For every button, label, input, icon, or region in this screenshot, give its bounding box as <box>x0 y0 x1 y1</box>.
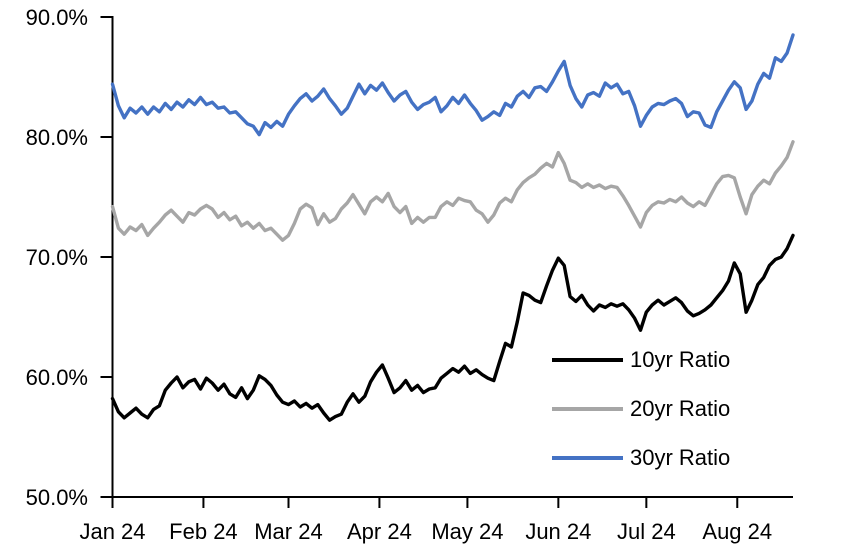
x-tick-label: Apr 24 <box>347 519 412 544</box>
y-tick-label: 90.0% <box>26 5 88 30</box>
x-tick-label: May 24 <box>431 519 503 544</box>
y-tick-label: 80.0% <box>26 125 88 150</box>
series-line-10yr-ratio <box>110 233 795 422</box>
x-tick-label: Jul 24 <box>617 519 676 544</box>
x-tick-label: Jan 24 <box>79 519 145 544</box>
x-tick-label: Mar 24 <box>254 519 322 544</box>
series-line-30yr-ratio <box>110 33 795 137</box>
x-tick-label: Jun 24 <box>525 519 591 544</box>
y-tick-label: 70.0% <box>26 245 88 270</box>
series-line-20yr-ratio <box>110 140 795 242</box>
y-tick-label: 60.0% <box>26 365 88 390</box>
y-tick-label: 50.0% <box>26 485 88 510</box>
x-tick-label: Aug 24 <box>702 519 772 544</box>
x-tick-label: Feb 24 <box>169 519 238 544</box>
